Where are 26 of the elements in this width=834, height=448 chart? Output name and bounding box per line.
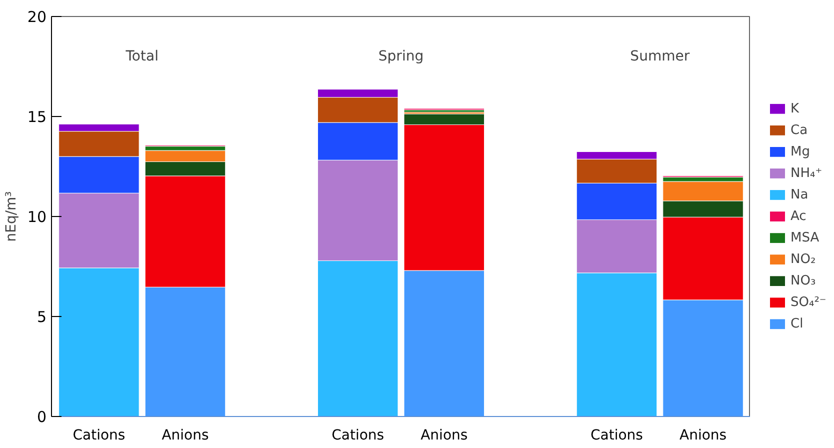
legend-label: Cl	[790, 316, 804, 332]
y-tick-label: 0	[36, 408, 47, 426]
x-tick-label: Cations	[332, 428, 384, 444]
legend-label: NO₃	[790, 274, 816, 289]
y-axis-title: nEq/m³	[3, 191, 20, 242]
x-tick-label: Anions	[680, 428, 727, 444]
annotation: Spring	[378, 48, 424, 64]
legend-label: K	[790, 101, 800, 116]
annotation: Total	[124, 48, 158, 64]
x-tick-label: Anions	[162, 428, 209, 444]
legend-label: NH₄⁺	[790, 166, 822, 181]
legend-label: Na	[790, 187, 808, 202]
y-tick-label: 5	[36, 308, 47, 326]
x-tick-label: Cations	[590, 428, 643, 444]
y-tick-label: 10	[27, 208, 47, 226]
legend-label: NO₂	[790, 252, 816, 268]
legend-label: Ca	[790, 122, 808, 138]
x-tick-label: Cations	[72, 428, 126, 444]
legend-label: SO₄²⁻	[790, 295, 826, 310]
annotation: Summer	[630, 48, 690, 64]
y-tick-label: 15	[27, 108, 47, 126]
y-tick-label: 20	[27, 8, 47, 26]
x-tick-label: Anions	[420, 428, 468, 444]
legend-label: MSA	[790, 230, 820, 246]
legend-label: Ac	[790, 209, 806, 224]
legend-label: Mg	[790, 144, 810, 160]
